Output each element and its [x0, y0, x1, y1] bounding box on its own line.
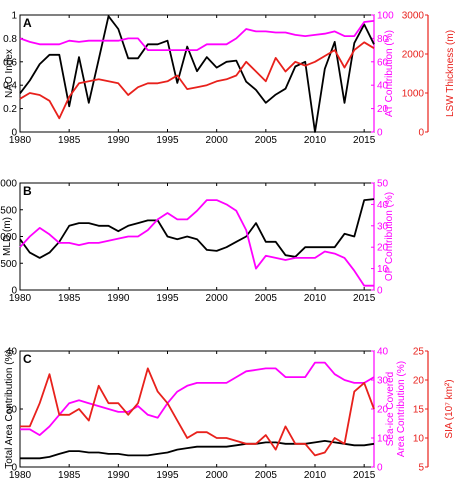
- x-tick-label: 1995: [156, 470, 179, 481]
- right1-tick-label: 0: [377, 463, 383, 474]
- right1-tick-label: 50: [377, 179, 389, 190]
- right1-tick-label: 60: [377, 57, 389, 68]
- right1-tick-label: 20: [377, 243, 389, 254]
- left-tick-label: 40: [6, 347, 18, 358]
- x-tick-label: 2015: [353, 470, 376, 481]
- right1-tick-label: 40: [377, 200, 389, 211]
- left-tick-label: 20: [6, 405, 18, 416]
- right2-tick-label: 10: [413, 434, 425, 445]
- right2-tick-label: 2000: [402, 50, 425, 61]
- x-tick-label: 2005: [255, 135, 278, 146]
- x-tick-label: 2000: [206, 293, 229, 304]
- right1-tick-label: 10: [377, 434, 389, 445]
- left-tick-label: 0.6: [3, 57, 17, 68]
- right1-tick-label: 30: [377, 376, 389, 387]
- series-line-right1: [19, 199, 374, 287]
- left-tick-label: 2000: [0, 179, 17, 190]
- right2-tick-label: 15: [413, 405, 425, 416]
- right1-tick-label: 10: [377, 264, 389, 275]
- right1-axis-label: AT Contribution (%): [384, 30, 395, 117]
- right2-axis-label: LSW Thickness (m): [445, 30, 456, 117]
- right2-tick-label: 3000: [402, 11, 425, 22]
- left-tick-label: 0: [11, 463, 17, 474]
- series-line-right2: [19, 41, 375, 120]
- series-line-right2: [20, 367, 375, 457]
- right1-tick-label: 40: [377, 347, 389, 358]
- series-line-left: [20, 439, 375, 460]
- x-tick-label: 1995: [156, 293, 179, 304]
- x-tick-label: 2000: [206, 470, 229, 481]
- left-tick-label: 1000: [0, 232, 17, 243]
- x-tick-label: 2010: [304, 135, 327, 146]
- x-tick-label: 2000: [206, 135, 229, 146]
- x-tick-label: 2010: [304, 470, 327, 481]
- right2-axis-label: SIA (10⁷ km²): [444, 379, 455, 438]
- plot-frame: [19, 350, 375, 468]
- x-tick-label: 1985: [58, 293, 81, 304]
- panel-c: 1980 1985 1990 1995 2000 2005 2010 201502040Tot…: [4, 347, 455, 482]
- right1-tick-label: 20: [377, 405, 389, 416]
- plot-frame: [19, 182, 375, 291]
- right1-tick-label: 40: [377, 81, 389, 92]
- left-axis-label: Total Area Contribution (%): [4, 349, 15, 469]
- panel-a: 1980 1985 1990 1995 2000 2005 2010 201500.20.40…: [3, 11, 456, 147]
- right2-tick-label: 20: [413, 376, 425, 387]
- x-tick-label: 2015: [353, 293, 376, 304]
- left-tick-label: 1: [11, 11, 17, 22]
- left-tick-label: 0.8: [3, 34, 17, 45]
- series-line-right1: [20, 361, 375, 437]
- x-tick-label: 2005: [255, 470, 278, 481]
- x-tick-label: 1980: [9, 135, 32, 146]
- series-line-right1: [19, 20, 375, 51]
- panel-label: B: [23, 184, 32, 198]
- x-tick-label: 2015: [353, 135, 376, 146]
- left-tick-label: 0: [11, 128, 17, 139]
- right2-tick-label: 5: [418, 463, 424, 474]
- panel-label: A: [23, 16, 32, 30]
- x-tick-label: 1990: [107, 470, 130, 481]
- right1-axis-label: Sea-ice CoveredArea Contribution (%): [385, 361, 407, 457]
- right1-tick-label: 30: [377, 221, 389, 232]
- left-tick-label: 500: [0, 259, 17, 270]
- x-tick-label: 2010: [304, 293, 327, 304]
- right2-tick-label: 1000: [402, 89, 425, 100]
- left-tick-label: 0.2: [3, 104, 17, 115]
- right2-tick-label: 0: [418, 128, 424, 139]
- series-line-left: [19, 15, 375, 133]
- panel-b: 1980198519901995200020052010201505001000…: [0, 179, 395, 305]
- right1-tick-label: 100: [377, 11, 394, 22]
- right2-tick-label: 25: [413, 347, 425, 358]
- right1-tick-label: 0: [377, 286, 383, 297]
- left-tick-label: 0.4: [3, 81, 17, 92]
- right1-tick-label: 80: [377, 34, 389, 45]
- series-line-left: [19, 198, 375, 259]
- plot-frame: [19, 14, 375, 133]
- right1-tick-label: 0: [377, 128, 383, 139]
- x-tick-label: 1995: [156, 135, 179, 146]
- x-tick-label: 1985: [58, 135, 81, 146]
- left-tick-label: 0: [11, 286, 17, 297]
- x-tick-label: 1980: [9, 470, 32, 481]
- x-tick-label: 1985: [58, 470, 81, 481]
- left-axis-label: NAO Index: [4, 49, 15, 98]
- x-tick-label: 1990: [107, 135, 130, 146]
- x-tick-label: 1980: [9, 293, 32, 304]
- right1-tick-label: 20: [377, 104, 389, 115]
- left-axis-label: MLD (m): [2, 217, 13, 256]
- panel-label: C: [23, 352, 32, 366]
- x-tick-label: 1990: [107, 293, 130, 304]
- x-tick-label: 2005: [255, 293, 278, 304]
- right1-axis-label: OP Contribution (%): [384, 192, 395, 281]
